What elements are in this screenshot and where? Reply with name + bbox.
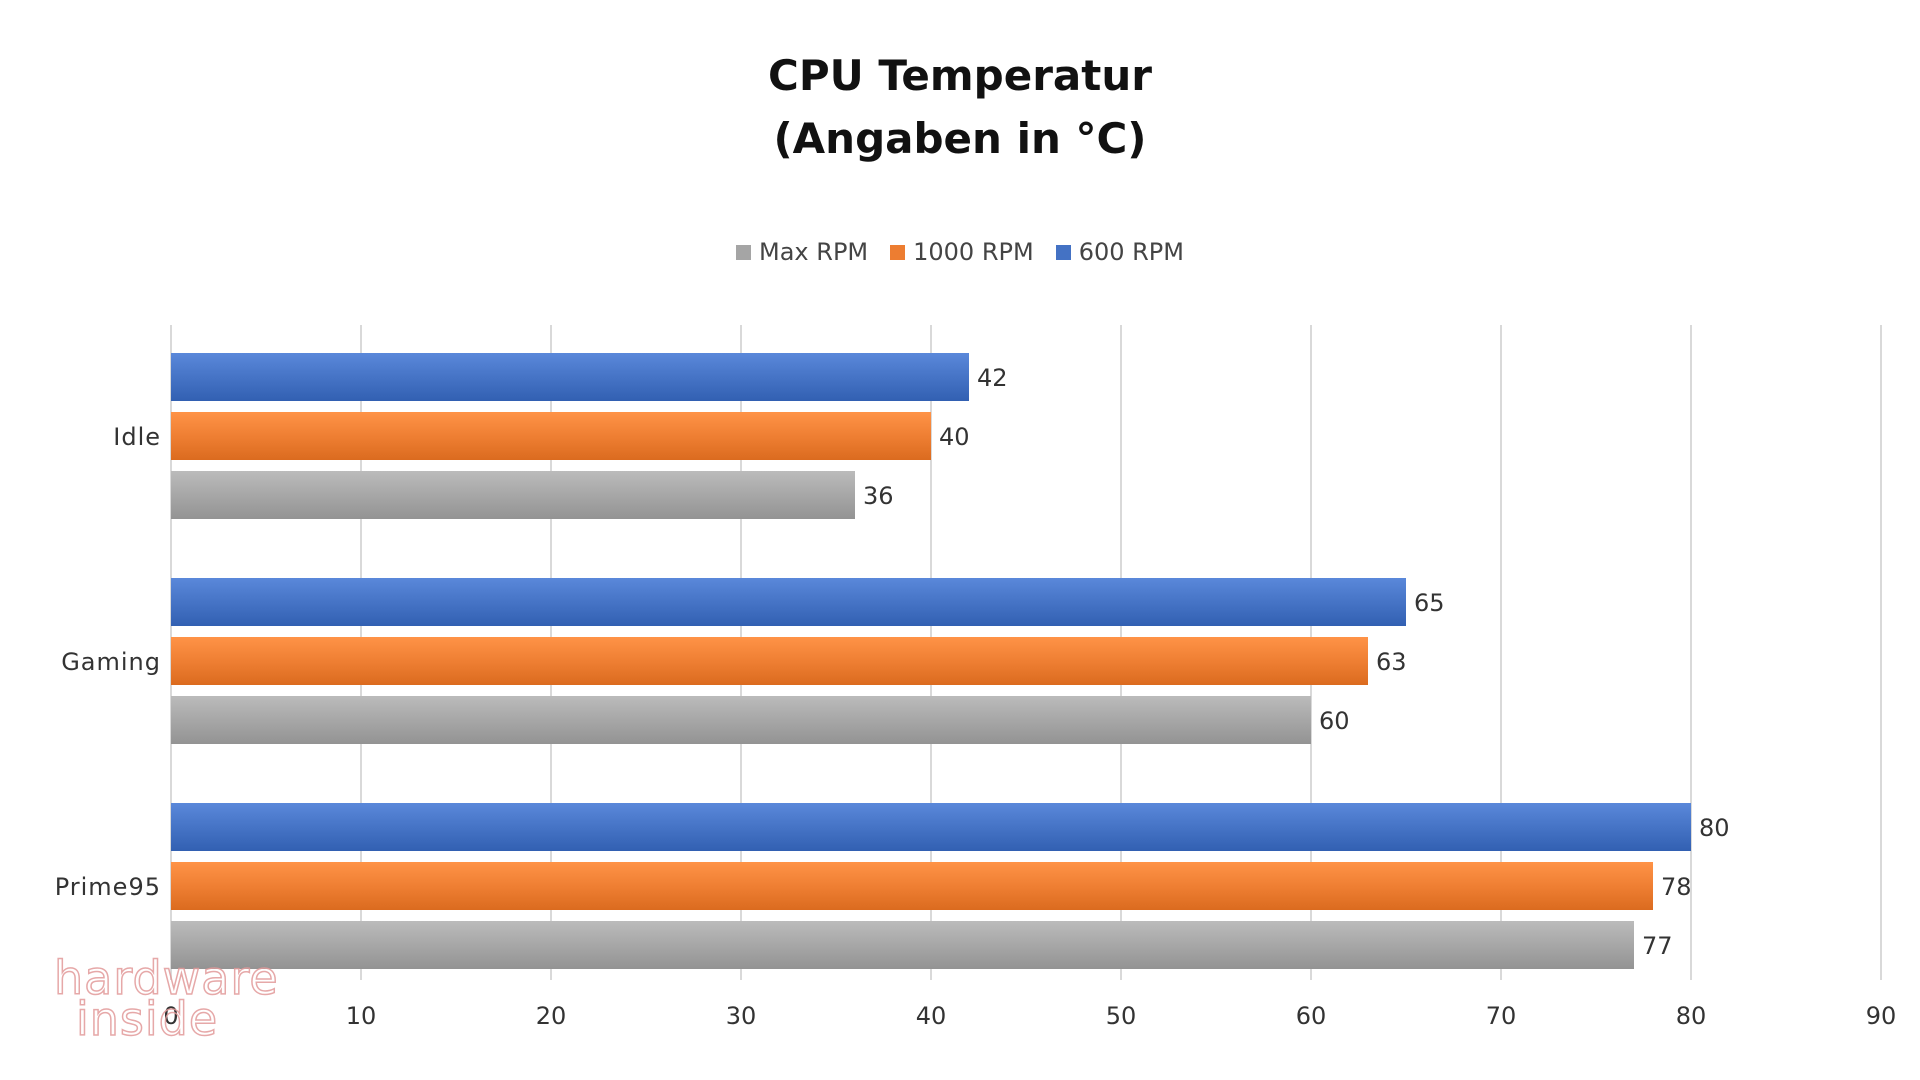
- legend-label: 1000 RPM: [913, 238, 1034, 266]
- data-label: 80: [1699, 814, 1730, 842]
- bar-prime95-max-rpm: [171, 921, 1634, 969]
- bar-idle-600-rpm: [171, 353, 969, 401]
- watermark-logo: hardware inside: [53, 951, 279, 1047]
- category-label-gaming: Gaming: [61, 648, 161, 676]
- bar-prime95-600-rpm: [171, 803, 1691, 851]
- bar-prime95-1000-rpm: [171, 862, 1653, 910]
- data-label: 36: [863, 482, 894, 510]
- data-label: 60: [1319, 707, 1350, 735]
- chart-title-line-2: (Angaben in °C): [773, 114, 1147, 163]
- x-tick-label: 0: [163, 1002, 178, 1030]
- chart-legend: Max RPM 1000 RPM 600 RPM: [0, 238, 1920, 266]
- bar-idle-max-rpm: [171, 471, 855, 519]
- category-label-prime95: Prime95: [55, 873, 161, 901]
- legend-swatch: [736, 244, 752, 260]
- x-tick-label: 20: [536, 1002, 567, 1030]
- legend-swatch: [1055, 244, 1071, 260]
- x-tick-label: 50: [1106, 1002, 1137, 1030]
- category-label-idle: Idle: [113, 423, 161, 451]
- x-tick-label: 30: [726, 1002, 757, 1030]
- data-label: 65: [1414, 589, 1445, 617]
- x-tick-label: 40: [916, 1002, 947, 1030]
- legend-item-1000-rpm: 1000 RPM: [890, 238, 1034, 266]
- data-label: 40: [939, 423, 970, 451]
- x-tick-label: 60: [1296, 1002, 1327, 1030]
- data-label: 63: [1376, 648, 1407, 676]
- bar-gaming-max-rpm: [171, 696, 1311, 744]
- bar-layer: [171, 353, 1691, 969]
- data-label: 77: [1642, 932, 1673, 960]
- chart-title-line-1: CPU Temperatur: [768, 51, 1152, 100]
- x-tick-label: 70: [1486, 1002, 1517, 1030]
- legend-item-600-rpm: 600 RPM: [1055, 238, 1184, 266]
- data-label: 78: [1661, 873, 1692, 901]
- legend-swatch: [890, 244, 906, 260]
- data-label: 42: [977, 364, 1008, 392]
- legend-label: 600 RPM: [1078, 238, 1184, 266]
- axis-layer: 0 10 20 30 40 50 60 70 80 90 Idle Gaming Prime95: [55, 423, 1897, 1030]
- legend-item-max-rpm: Max RPM: [736, 238, 868, 266]
- bar-idle-1000-rpm: [171, 412, 931, 460]
- watermark-line-2: inside: [75, 992, 219, 1047]
- bar-gaming-600-rpm: [171, 578, 1406, 626]
- legend-label: Max RPM: [759, 238, 869, 266]
- x-tick-label: 80: [1676, 1002, 1707, 1030]
- label-layer: 42 40 36 65 63 60 80 78 77: [863, 364, 1730, 960]
- x-tick-label: 10: [346, 1002, 377, 1030]
- watermark-line-1: hardware: [53, 951, 279, 1005]
- bar-gaming-1000-rpm: [171, 637, 1368, 685]
- x-tick-label: 90: [1866, 1002, 1897, 1030]
